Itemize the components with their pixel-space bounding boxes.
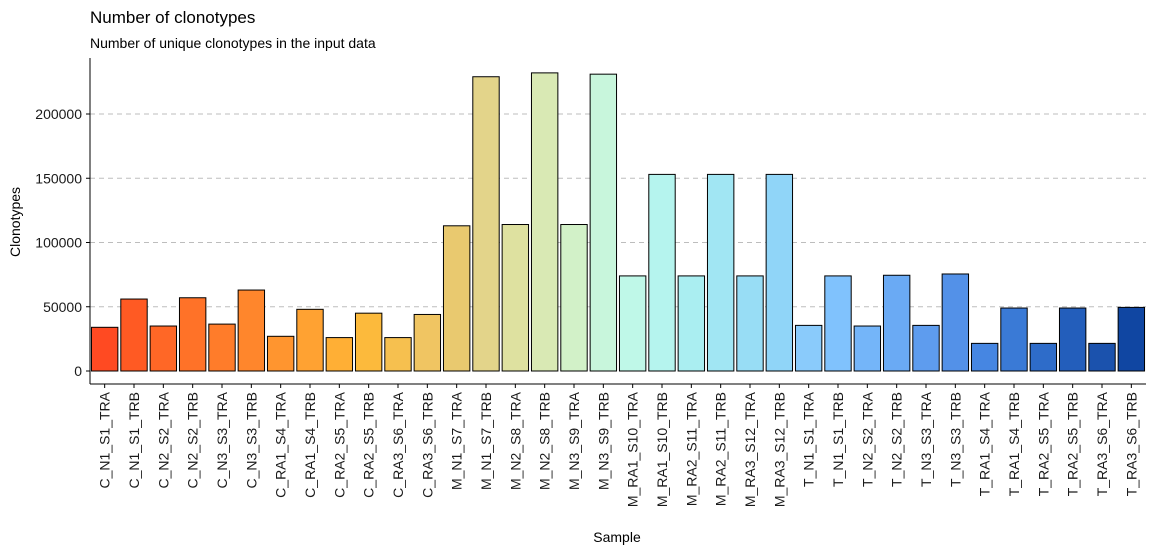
x-tick-label: M_N3_S9_TRB bbox=[595, 392, 611, 490]
x-tick-label: M_N3_S9_TRA bbox=[566, 391, 582, 490]
bar bbox=[530, 72, 559, 372]
bar bbox=[882, 274, 911, 372]
x-tick-label: C_N2_S2_TRA bbox=[155, 391, 171, 488]
y-ticks: 0 50000 100000 150000 200000 bbox=[35, 106, 90, 379]
x-tick-label: C_RA2_S5_TRB bbox=[361, 392, 377, 498]
x-tick-label: C_N1_S1_TRB bbox=[126, 392, 142, 489]
y-axis-label: Clonotypes bbox=[7, 187, 23, 257]
x-tick-label: T_RA2_S5_TRB bbox=[1065, 392, 1081, 496]
bar bbox=[677, 275, 706, 372]
bar bbox=[501, 224, 530, 372]
x-tick-label: C_N3_S3_TRA bbox=[214, 391, 230, 488]
x-tick-label: M_N2_S8_TRB bbox=[537, 392, 553, 490]
bar bbox=[149, 325, 178, 372]
x-tick-label: C_N2_S2_TRB bbox=[185, 392, 201, 489]
x-tick-label: T_N3_S3_TRA bbox=[918, 391, 934, 487]
x-tick-label: M_RA2_S11_TRA bbox=[683, 391, 699, 506]
y-tick-label: 50000 bbox=[43, 299, 82, 315]
bar bbox=[912, 324, 940, 372]
bar bbox=[384, 337, 412, 372]
bar bbox=[354, 312, 383, 372]
x-tick-label: T_RA1_S4_TRA bbox=[977, 391, 993, 496]
bar bbox=[589, 73, 618, 372]
x-tick-label: M_RA1_S10_TRB bbox=[654, 392, 670, 507]
x-tick-label: T_RA2_S5_TRA bbox=[1035, 391, 1051, 496]
bar bbox=[442, 225, 471, 372]
x-tick-label: T_N1_S1_TRA bbox=[801, 391, 817, 487]
bar bbox=[413, 313, 442, 372]
bar bbox=[178, 297, 207, 372]
bar bbox=[853, 325, 882, 372]
x-tick-label: C_RA1_S4_TRB bbox=[302, 392, 318, 498]
x-tick-label: C_RA1_S4_TRA bbox=[273, 391, 289, 497]
bar bbox=[237, 289, 266, 372]
bar bbox=[618, 275, 647, 372]
x-tick-label: M_N1_S7_TRA bbox=[449, 391, 465, 490]
bar bbox=[706, 173, 735, 372]
x-tick-label: M_N1_S7_TRB bbox=[478, 392, 494, 490]
bar bbox=[941, 273, 970, 372]
x-tick-label: T_N2_S2_TRA bbox=[859, 391, 875, 487]
x-ticks: C_N1_S1_TRA C_N1_S1_TRB C_N2_S2_TRA C_N2_S2… bbox=[97, 384, 1139, 507]
bar bbox=[648, 173, 676, 372]
bar bbox=[90, 326, 119, 372]
bar bbox=[1029, 342, 1058, 372]
x-axis-label: Sample bbox=[593, 529, 641, 545]
bar bbox=[1117, 306, 1146, 372]
x-tick-label: M_RA1_S10_TRA bbox=[625, 391, 641, 507]
bar bbox=[325, 337, 354, 372]
x-tick-label: C_N1_S1_TRA bbox=[97, 391, 113, 488]
bar bbox=[794, 324, 823, 372]
bar bbox=[120, 298, 148, 372]
chart-title: Number of clonotypes bbox=[90, 8, 255, 27]
y-tick-label: 100000 bbox=[35, 235, 82, 251]
y-tick-label: 150000 bbox=[35, 170, 82, 186]
x-tick-label: M_RA3_S12_TRB bbox=[771, 392, 787, 507]
x-tick-label: C_RA2_S5_TRA bbox=[331, 391, 347, 497]
bar bbox=[266, 335, 295, 372]
x-tick-label: M_RA3_S12_TRA bbox=[742, 391, 758, 507]
x-tick-label: C_N3_S3_TRB bbox=[243, 392, 259, 489]
bar bbox=[472, 76, 500, 372]
bars bbox=[90, 72, 1146, 372]
x-tick-label: T_RA3_S6_TRA bbox=[1094, 391, 1110, 496]
bar bbox=[296, 308, 324, 372]
x-tick-label: C_RA3_S6_TRB bbox=[419, 392, 435, 498]
y-tick-label: 0 bbox=[74, 363, 82, 379]
bar bbox=[1058, 307, 1087, 372]
gridlines bbox=[90, 113, 1146, 308]
x-tick-label: T_N2_S2_TRB bbox=[889, 392, 905, 487]
chart-subtitle: Number of unique clonotypes in the input… bbox=[90, 35, 376, 51]
bar bbox=[560, 224, 588, 372]
bar bbox=[1088, 342, 1116, 372]
x-tick-label: C_RA3_S6_TRA bbox=[390, 391, 406, 497]
x-tick-label: M_N2_S8_TRA bbox=[507, 391, 523, 490]
y-tick-label: 200000 bbox=[35, 106, 82, 122]
bar bbox=[1000, 307, 1028, 372]
x-tick-label: T_N1_S1_TRB bbox=[830, 392, 846, 487]
x-tick-label: T_RA1_S4_TRB bbox=[1006, 392, 1022, 496]
bar bbox=[208, 323, 236, 372]
bar bbox=[736, 275, 764, 372]
x-tick-label: T_RA3_S6_TRB bbox=[1123, 392, 1139, 496]
bar bbox=[824, 275, 852, 372]
x-tick-label: T_N3_S3_TRB bbox=[947, 392, 963, 487]
bar bbox=[765, 173, 794, 372]
bar bbox=[970, 342, 999, 372]
x-tick-label: M_RA2_S11_TRB bbox=[713, 392, 729, 506]
